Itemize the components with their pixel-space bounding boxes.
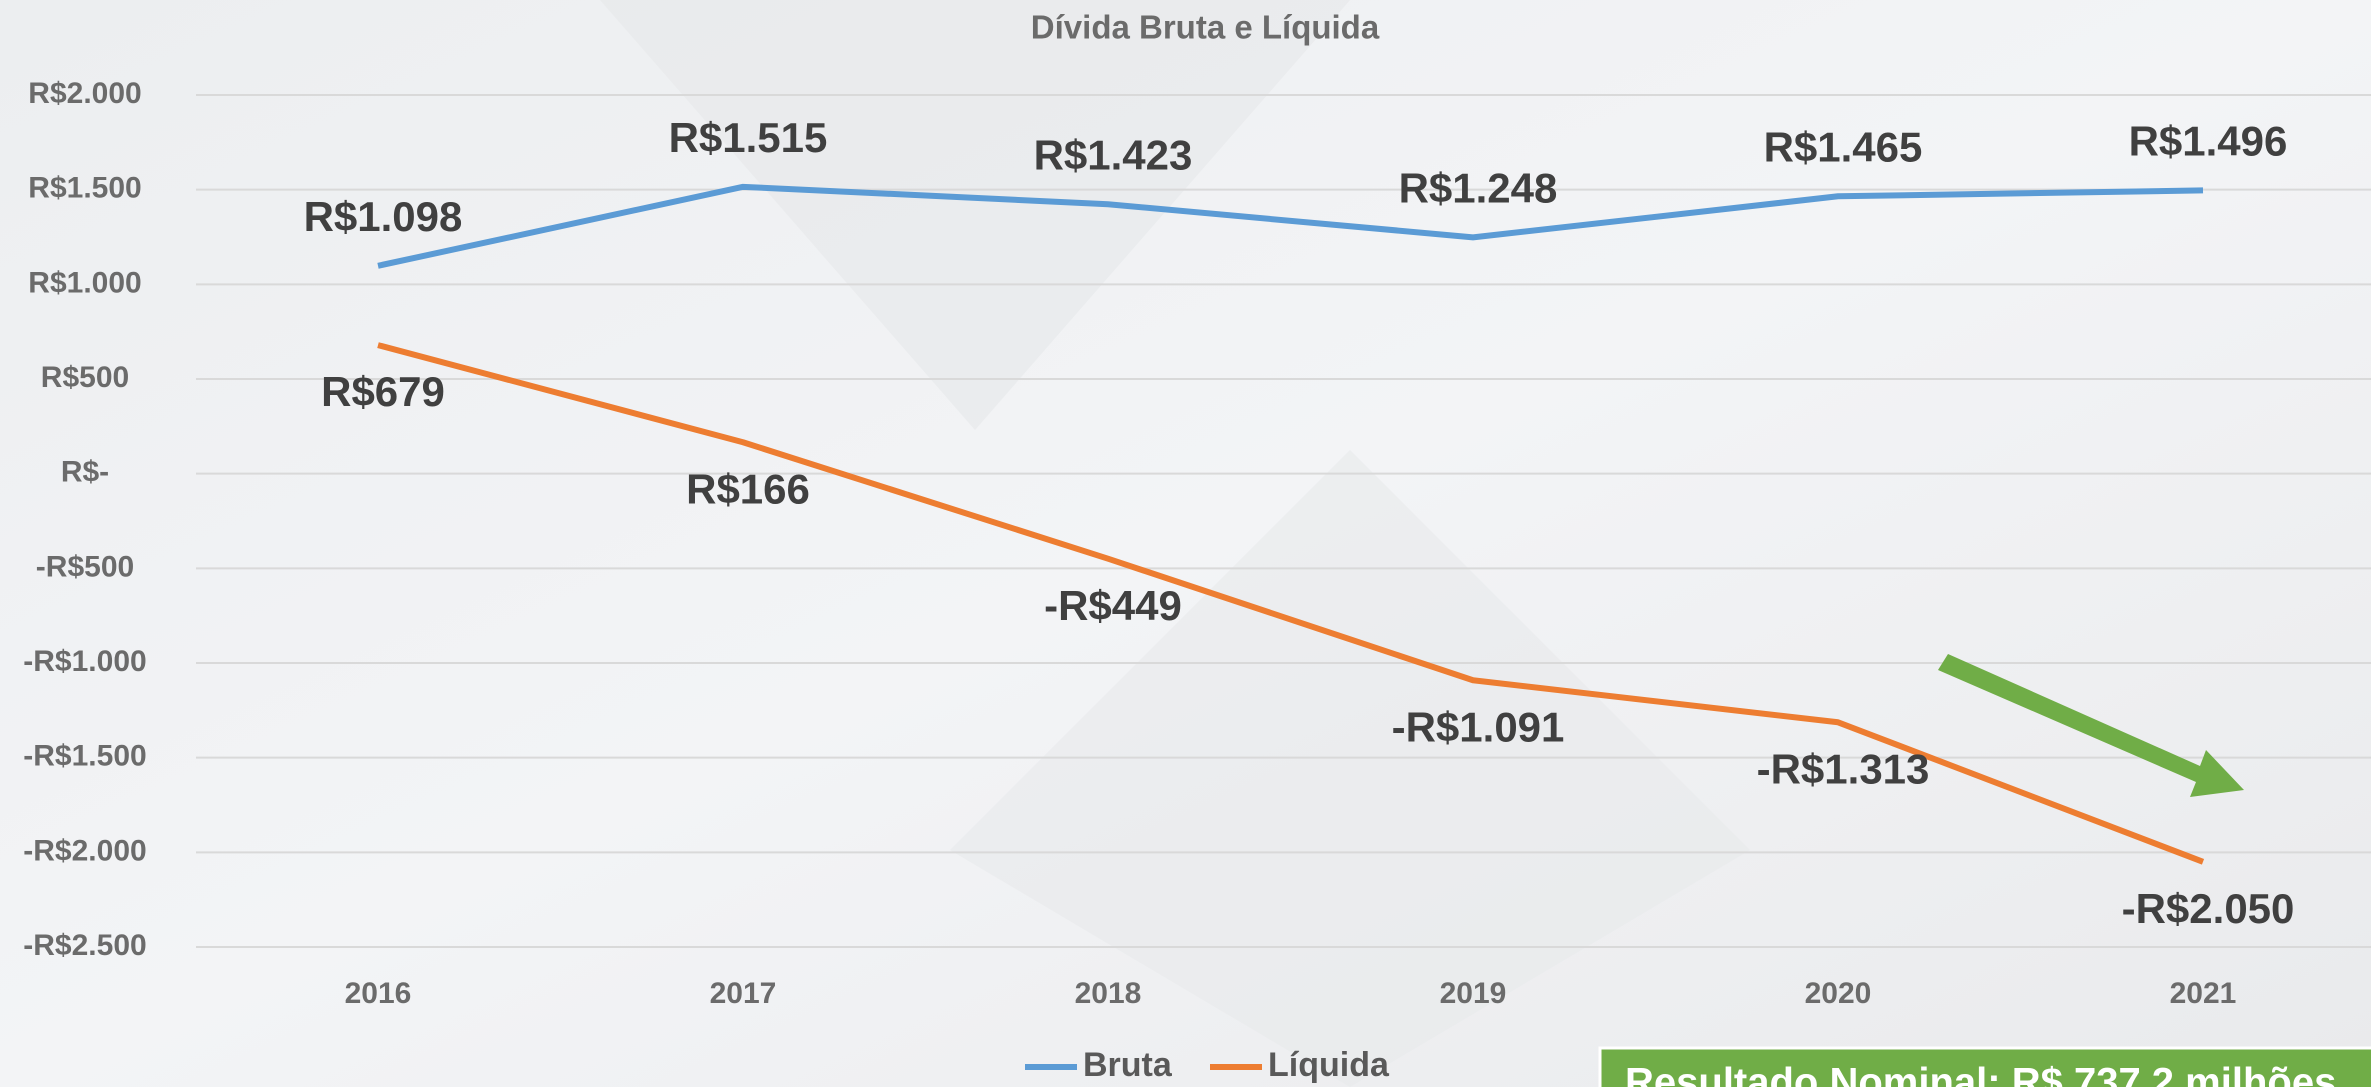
data-label: R$1.465	[1764, 123, 1923, 170]
y-tick-label: R$-	[61, 456, 109, 489]
y-tick-label: -R$2.500	[23, 929, 146, 962]
data-label: R$1.515	[669, 114, 828, 161]
x-tick-label: 2020	[1805, 977, 1872, 1010]
lines	[377, 183, 2205, 865]
x-tick-label: 2019	[1440, 977, 1507, 1010]
y-tick-label: -R$2.000	[23, 834, 146, 867]
y-tick-label: -R$1.500	[23, 740, 146, 773]
legend-label: Líquida	[1268, 1046, 1390, 1084]
y-tick-label: R$1.500	[28, 172, 141, 205]
annotation-text: Resultado Nominal: R$ 737,2 milhões	[1625, 1061, 2336, 1087]
y-tick-label: -R$1.000	[23, 645, 146, 678]
annotation-box	[1598, 1046, 2371, 1087]
data-label: R$1.248	[1399, 164, 1558, 211]
data-label: R$166	[686, 465, 810, 512]
y-tick-label: -R$500	[36, 550, 134, 583]
trend-arrow	[1938, 654, 2244, 797]
x-tick-label: 2018	[1075, 977, 1142, 1010]
data-label: R$1.496	[2129, 118, 2288, 165]
data-label: -R$1.091	[1392, 703, 1565, 750]
series-line	[377, 183, 2204, 269]
grid	[196, 94, 2371, 948]
data-label: R$679	[321, 368, 445, 415]
y-tick-label: R$500	[41, 361, 129, 394]
data-label: -R$2.050	[2122, 885, 2295, 932]
x-tick-label: 2021	[2170, 977, 2237, 1010]
background-pattern	[600, 0, 1350, 430]
background-pattern	[950, 450, 1750, 1087]
legend-label: Bruta	[1083, 1046, 1173, 1084]
x-tick-label: 2016	[345, 977, 412, 1010]
x-tick-label: 2017	[710, 977, 777, 1010]
data-label: -R$449	[1044, 582, 1182, 629]
data-label: R$1.098	[304, 193, 463, 240]
data-label: R$1.423	[1034, 131, 1193, 178]
y-tick-label: R$1.000	[28, 266, 141, 299]
data-label: -R$1.313	[1757, 745, 1930, 792]
y-tick-label: R$2.000	[28, 77, 141, 110]
chart-title: Dívida Bruta e Líquida	[1031, 9, 1380, 46]
series-line	[377, 342, 2205, 865]
